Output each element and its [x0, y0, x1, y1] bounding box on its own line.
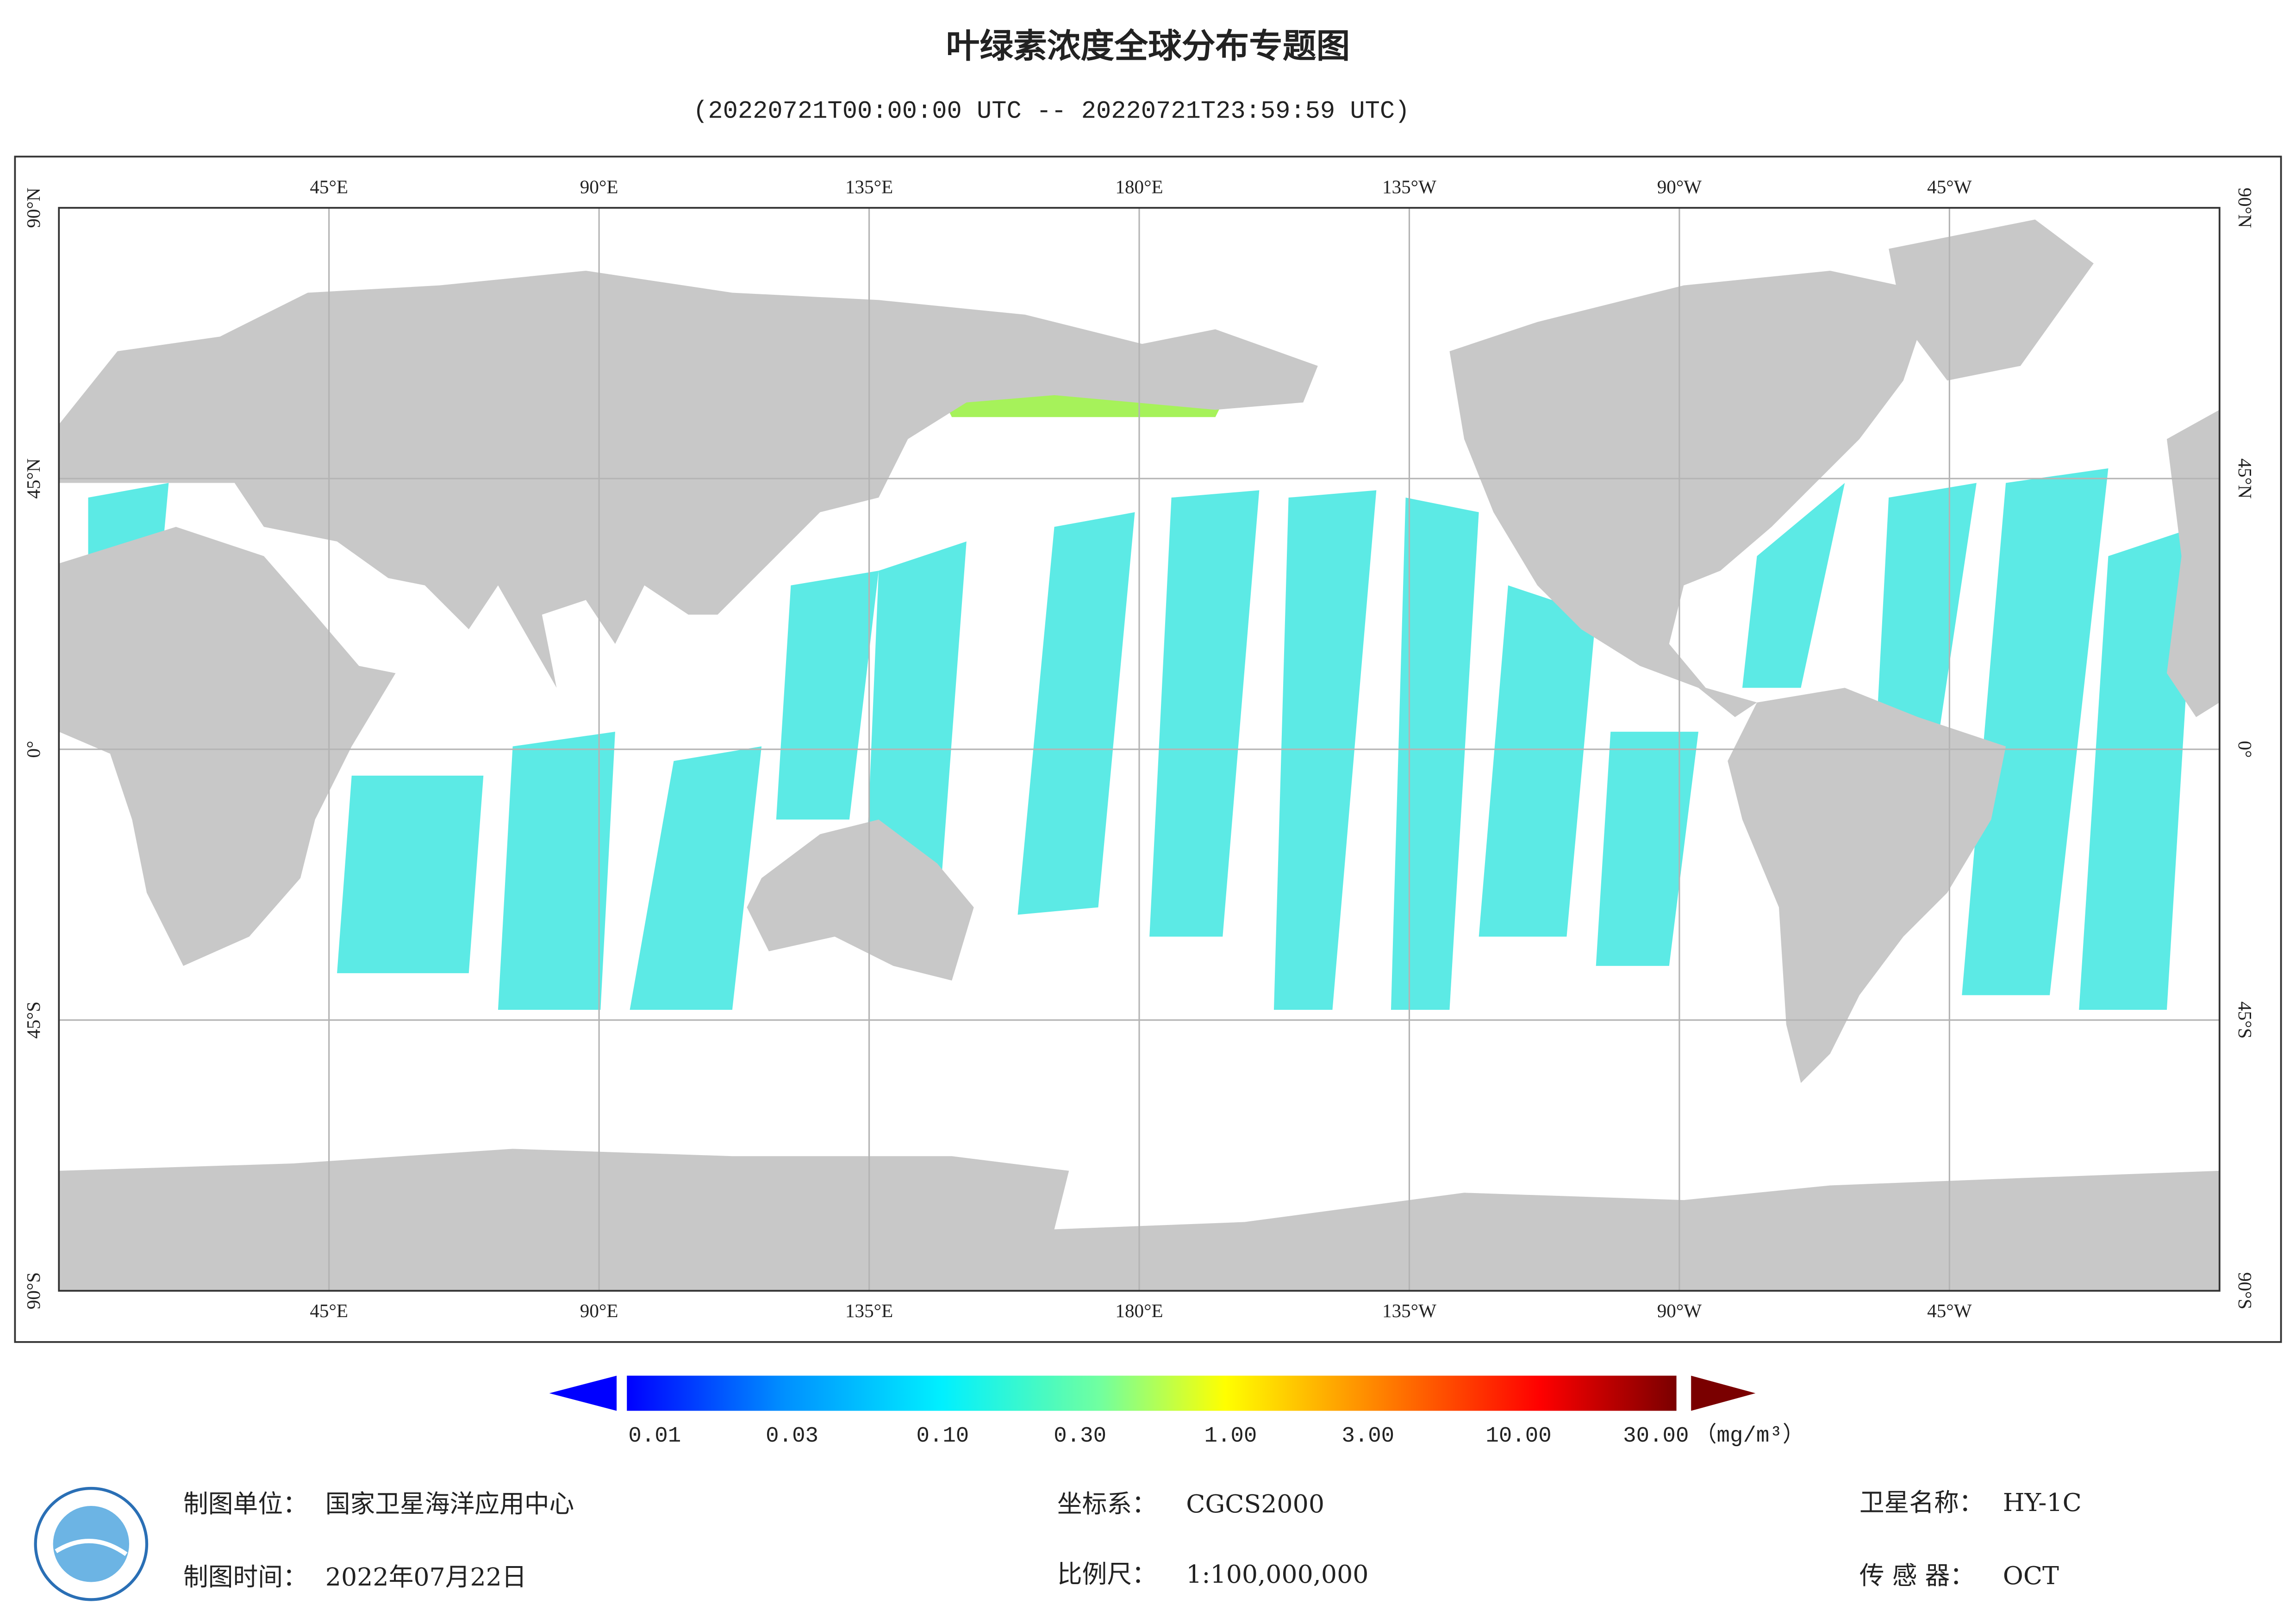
- colorbar-ramp: [627, 1375, 1677, 1411]
- lon-label: 90°W: [1657, 176, 1702, 197]
- europe-east: [2166, 410, 2220, 717]
- lat-label: 45°S: [23, 1001, 44, 1038]
- australia: [747, 819, 974, 981]
- lon-label: 90°E: [580, 176, 618, 197]
- lon-label: 135°E: [845, 1300, 893, 1321]
- colorbar-tick-label: 10.00: [1485, 1424, 1551, 1449]
- swath: [1017, 512, 1135, 915]
- footer-label: 卫星名称：: [1859, 1488, 1984, 1517]
- logo-globe: [53, 1506, 130, 1582]
- graticule: 45°E 45°E 90°E 90°E 135°E 135°E 180°E 180°E 135°…: [23, 176, 2256, 1321]
- lat-label: 45°N: [23, 458, 44, 498]
- footer-label: 制图时间：: [183, 1562, 308, 1592]
- swath: [1391, 497, 1479, 1010]
- swath: [2079, 527, 2196, 1010]
- logo: [34, 1486, 149, 1601]
- lon-label: 180°E: [1115, 1300, 1163, 1321]
- swath: [776, 571, 879, 820]
- colorbar-unit: （mg/m³）: [1695, 1423, 1804, 1449]
- lat-label: 90°N: [2234, 187, 2256, 228]
- lon-label: 45°W: [1927, 176, 1972, 197]
- swath: [630, 746, 762, 1010]
- colorbar-low-arrow: [549, 1375, 617, 1411]
- swath: [1742, 483, 1845, 688]
- lon-label: 135°W: [1382, 176, 1436, 197]
- colorbar-tick-label: 30.00: [1623, 1424, 1689, 1449]
- swath: [1479, 585, 1596, 937]
- lat-label: 90°S: [2234, 1272, 2256, 1309]
- colorbar-tick-label: 1.00: [1204, 1424, 1257, 1449]
- lat-label: 90°S: [23, 1272, 44, 1309]
- colorbar-tick-label: 0.03: [766, 1424, 818, 1449]
- map-border: [58, 207, 2221, 1292]
- footer-label: 比例尺：: [1057, 1560, 1157, 1589]
- footer-label: 坐标系：: [1057, 1489, 1157, 1518]
- south-america: [1728, 688, 2006, 1083]
- footer-value: 1:100,000,000: [1186, 1560, 1368, 1589]
- footer-value: OCT: [2003, 1561, 2059, 1590]
- lon-label: 135°E: [845, 176, 893, 197]
- title: 叶绿素浓度全球分布专题图: [946, 26, 1350, 66]
- footer-value: HY-1C: [2003, 1488, 2082, 1517]
- lat-label: 0°: [23, 741, 44, 758]
- lon-label: 135°W: [1382, 1300, 1436, 1321]
- map-frame: [14, 155, 2282, 1343]
- swath: [337, 776, 484, 973]
- greenland: [1889, 219, 2094, 381]
- footer-label: 制图单位：: [183, 1489, 308, 1518]
- colorbar-tick-label: 0.10: [916, 1424, 969, 1449]
- colorbar-tick-label: 0.01: [628, 1424, 681, 1449]
- logo-wave: [55, 1539, 128, 1556]
- subtitle: (20220721T00:00:00 UTC -- 20220721T23:59…: [693, 98, 1410, 126]
- colorbar-tick-label: 3.00: [1341, 1424, 1394, 1449]
- lon-label: 90°E: [580, 1300, 618, 1321]
- lat-label: 90°N: [23, 187, 44, 228]
- lon-label: 90°W: [1657, 1300, 1702, 1321]
- lon-label: 45°E: [310, 176, 348, 197]
- map: 45°E 45°E 90°E 90°E 135°E 135°E 180°E 180°E 135°…: [23, 176, 2256, 1321]
- swath: [1596, 732, 1699, 966]
- colorbar: （mg/m³） 0.01 0.03 0.10 0.30 1.00 3.00 10.00 30.…: [549, 1375, 1804, 1449]
- footer-label: 传 感 器：: [1859, 1561, 1975, 1590]
- lat-label: 45°S: [2234, 1001, 2256, 1038]
- colorbar-high-arrow: [1691, 1375, 1756, 1411]
- swath: [498, 732, 615, 1010]
- lat-label: 45°N: [2234, 458, 2256, 498]
- footer-value: 国家卫星海洋应用中心: [325, 1489, 574, 1518]
- footer-value: CGCS2000: [1186, 1489, 1324, 1518]
- africa: [59, 527, 396, 966]
- north-america: [1449, 271, 1933, 717]
- lat-label: 0°: [2234, 741, 2256, 758]
- colorbar-tick-label: 0.30: [1054, 1424, 1106, 1449]
- lon-label: 45°W: [1927, 1300, 1972, 1321]
- footer-value: 2022年07月22日: [325, 1562, 527, 1592]
- swath: [1149, 490, 1260, 937]
- swath: [1874, 483, 1977, 776]
- swath: [1962, 468, 2109, 995]
- lon-label: 180°E: [1115, 176, 1163, 197]
- lon-label: 45°E: [310, 1300, 348, 1321]
